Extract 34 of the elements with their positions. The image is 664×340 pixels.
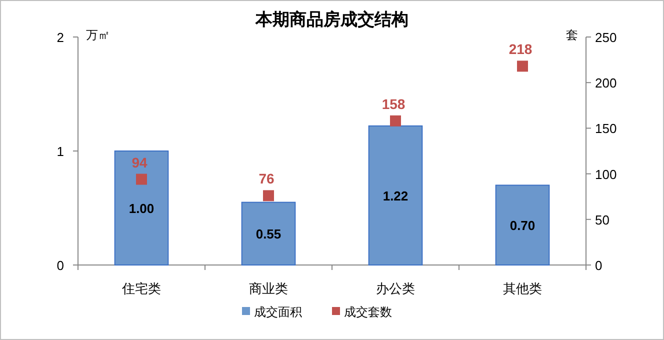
chart-title: 本期商品房成交结构 <box>254 10 408 29</box>
bar <box>114 150 169 266</box>
data-label: 1.22 <box>382 188 408 204</box>
y2-tick-label: 50 <box>595 212 610 228</box>
data-label: 218 <box>508 41 532 58</box>
x-tick-label: 住宅类 <box>121 281 161 296</box>
y2-tick-label: 250 <box>595 30 617 45</box>
point <box>517 60 528 72</box>
point <box>136 174 147 185</box>
y-tick-label: 1 <box>56 144 64 159</box>
y2-axis-title: 套 <box>566 28 578 42</box>
data-label: 1.00 <box>128 201 154 216</box>
point <box>390 115 401 126</box>
x-tick-label: 办公类 <box>376 281 415 296</box>
x-tick-label: 商业类 <box>249 281 288 296</box>
y2-tick-label: 200 <box>595 76 617 91</box>
data-label: 76 <box>258 170 274 187</box>
y-axis-title: 万㎡ <box>86 28 110 42</box>
data-label: 0.70 <box>510 218 536 234</box>
point <box>263 190 274 202</box>
x-tick-label: 其他类 <box>503 281 542 296</box>
legend-label: 成交套数 <box>344 305 392 319</box>
legend-label: 成交面积 <box>254 305 302 319</box>
data-label: 158 <box>382 96 406 112</box>
y2-tick-label: 0 <box>595 258 602 273</box>
y2-tick-label: 150 <box>595 121 617 136</box>
bar <box>495 184 550 266</box>
data-label: 94 <box>132 154 148 170</box>
bar <box>241 202 296 266</box>
bar <box>368 125 423 266</box>
data-label: 0.55 <box>256 226 282 242</box>
y2-tick-label: 100 <box>595 166 617 182</box>
y-tick-label: 0 <box>56 258 64 273</box>
y-tick-label: 2 <box>56 30 64 45</box>
